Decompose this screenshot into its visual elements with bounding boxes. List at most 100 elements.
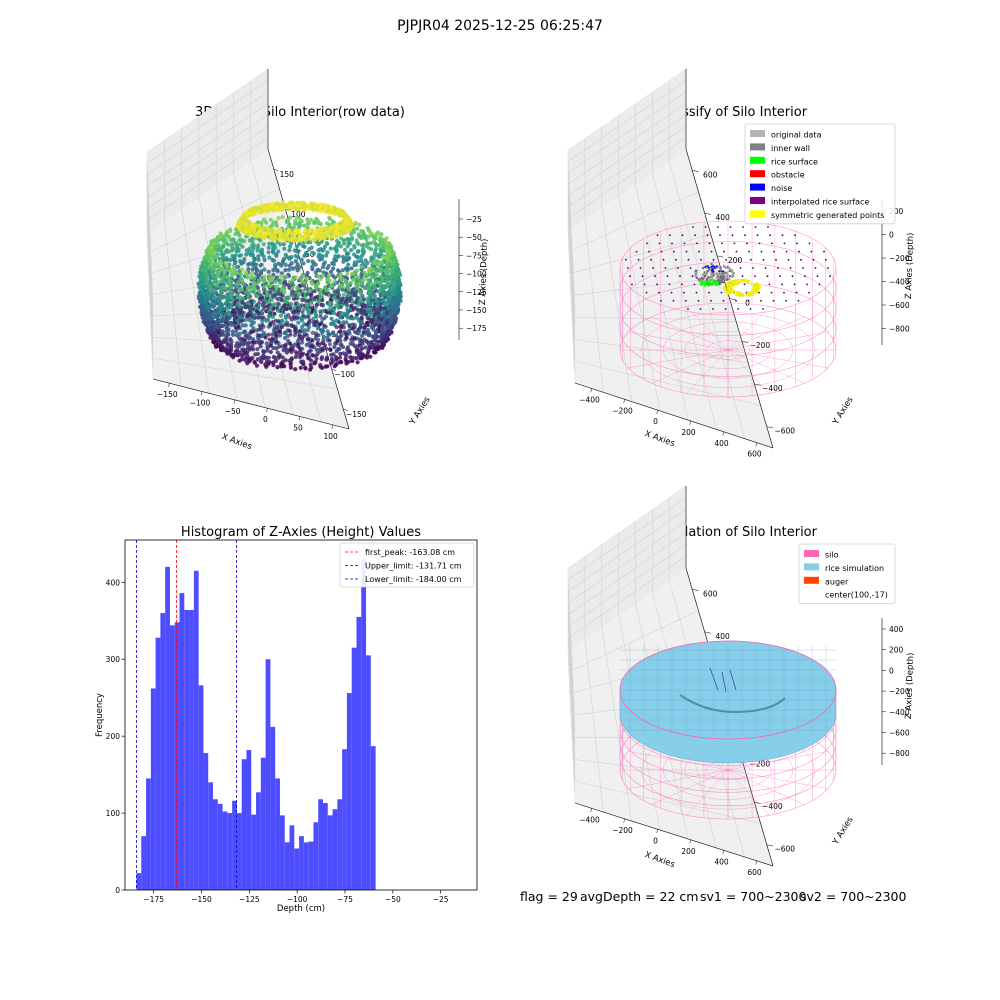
cls-grid-back — [567, 114, 687, 196]
raw-data-point — [262, 230, 267, 236]
raw-data-point — [309, 280, 314, 285]
sim-legend-label: center(100,-17) — [825, 591, 888, 600]
raw-data-point — [327, 216, 332, 221]
raw-data-point — [283, 296, 288, 301]
raw-data-point — [361, 247, 366, 252]
raw-data-point — [281, 200, 286, 206]
cls-silo-floor-spoke — [686, 349, 729, 394]
raw-data-point — [350, 235, 355, 241]
raw-data-point — [301, 280, 306, 285]
raw-data-point — [372, 239, 377, 244]
raw-data-point — [368, 306, 373, 312]
raw-data-point — [355, 360, 360, 365]
raw-data-point — [210, 262, 215, 267]
cls-y-tick-label: −200 — [750, 341, 771, 350]
raw-data-point — [335, 312, 340, 317]
cls-interpolated-point — [783, 291, 785, 294]
raw-data-point — [352, 260, 357, 265]
raw-data-point — [211, 250, 216, 255]
cls-legend-frame — [744, 123, 896, 225]
raw-data-point — [306, 307, 311, 312]
raw-data-point — [325, 221, 330, 226]
raw-data-point — [287, 328, 292, 333]
raw-data-point — [293, 253, 298, 259]
cls-interpolated-point — [710, 299, 712, 302]
raw-data-point — [368, 313, 373, 318]
sim-x-tick-label: −200 — [612, 826, 633, 835]
raw-data-point — [384, 236, 389, 241]
raw-data-point — [264, 309, 269, 314]
raw-data-point — [347, 324, 352, 329]
raw-data-point — [309, 305, 314, 310]
cls-interpolated-point — [793, 283, 796, 286]
raw-data-point — [257, 341, 262, 346]
raw-x-axis-line — [152, 378, 350, 430]
raw-data-point — [339, 325, 344, 330]
cls-noise-point — [721, 270, 724, 273]
raw-data-point — [293, 293, 298, 298]
raw-data-point — [305, 270, 310, 276]
cls-y-tick-mark — [766, 426, 774, 429]
raw-data-point — [253, 205, 258, 210]
cls-interpolated-point — [708, 242, 711, 245]
histogram-bar — [370, 746, 376, 890]
raw-data-point — [305, 352, 309, 357]
raw-data-point — [235, 293, 240, 298]
raw-data-point — [347, 299, 352, 304]
raw-grid-floor — [163, 220, 182, 387]
raw-data-point — [226, 310, 231, 315]
cls-interpolated-point — [671, 242, 673, 245]
histogram-bar — [284, 842, 290, 890]
cls-interpolated-point — [724, 308, 727, 310]
raw-data-point — [297, 329, 302, 334]
raw-data-point — [281, 256, 287, 261]
raw-data-point — [323, 285, 328, 290]
raw-data-point — [324, 241, 329, 246]
raw-grid-back — [146, 103, 269, 187]
raw-x-tick-label: 50 — [293, 424, 303, 433]
raw-data-point — [207, 311, 212, 316]
raw-data-point — [213, 332, 218, 337]
sim-x-tick-mark — [689, 839, 691, 844]
raw-data-point — [341, 300, 346, 305]
sim-grid-left — [567, 579, 576, 733]
sim-y-tick-label: 400 — [715, 632, 730, 641]
raw-grid-floor — [181, 208, 210, 394]
raw-data-point — [349, 303, 354, 308]
raw-data-point — [320, 273, 325, 278]
raw-data-point — [315, 341, 320, 345]
raw-data-point — [326, 203, 331, 209]
cls-interpolated-point — [795, 291, 798, 294]
raw-data-point — [301, 274, 306, 279]
raw-data-point — [268, 322, 272, 326]
cls-symmetric-point — [732, 280, 736, 284]
raw-data-point — [318, 309, 323, 314]
raw-data-point — [350, 335, 355, 339]
raw-data-point — [360, 281, 365, 286]
raw-data-point — [248, 316, 253, 321]
cls-interpolated-point — [641, 275, 644, 278]
raw-data-point — [302, 283, 306, 288]
cls-interpolated-point — [794, 234, 796, 237]
raw-data-point — [270, 287, 275, 291]
raw-data-point — [267, 202, 272, 207]
raw-data-point — [307, 221, 312, 226]
cls-wall-point — [697, 278, 701, 281]
raw-x-axis-label: X Axies — [220, 432, 253, 452]
cls-interpolated-point — [800, 258, 802, 261]
raw-data-point — [292, 248, 297, 253]
raw-data-point — [273, 229, 278, 234]
cls-interpolated-point — [712, 308, 714, 310]
raw-data-point — [337, 329, 342, 334]
histogram-bar — [251, 814, 257, 890]
cls-z-tick-label: −800 — [889, 325, 910, 334]
cls-interpolated-point — [681, 234, 684, 237]
cls-interpolated-point — [789, 267, 792, 269]
raw-data-point — [373, 308, 378, 313]
raw-data-point — [392, 297, 397, 302]
raw-data-point — [214, 254, 219, 259]
histogram-bar — [136, 873, 142, 890]
raw-data-point — [332, 344, 337, 350]
raw-data-point — [205, 316, 210, 321]
histogram-x-tick-label: −125 — [239, 895, 260, 904]
